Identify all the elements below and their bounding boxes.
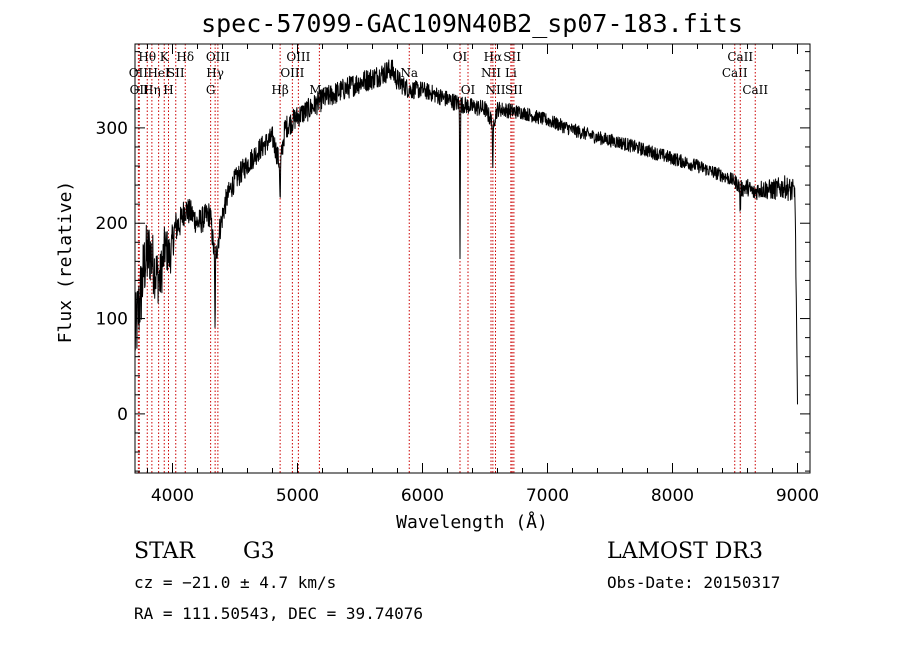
y-tick-label: 200 [96, 214, 128, 234]
spectral-line-label: Hδ [176, 50, 194, 64]
spectral-line-label: OI [453, 50, 468, 64]
flux-line [134, 59, 798, 405]
y-tick-label: 0 [117, 405, 128, 425]
spectral-line-label: CaII [742, 83, 768, 97]
x-tick-label: 4000 [151, 486, 194, 506]
axis-ticks: 4000 5000 6000 7000 8000 9000 0 100 200 300 [96, 44, 819, 506]
spectral-line-label: G [206, 83, 216, 97]
spectral-line-label: OII [129, 66, 149, 80]
spectral-line-label: Hθ [138, 50, 156, 64]
x-tick-label: 7000 [526, 486, 569, 506]
spectral-line-label: SII [505, 83, 523, 97]
spectral-line-label: NII [481, 66, 501, 80]
survey-name: LAMOST DR3 [607, 539, 763, 564]
spectral-line-markers: OIIOIIHθHηHeIKHSIIHδGHγOIIIHβOIIIOIIIMgN… [129, 44, 768, 473]
x-tick-label: 6000 [401, 486, 444, 506]
redshift-cz: cz = −21.0 ± 4.7 km/s [134, 573, 337, 592]
object-class: STAR [134, 539, 195, 564]
spectral-line-label: SII [167, 66, 185, 80]
y-tick-label: 100 [96, 310, 128, 330]
spectral-line-label: OIII [206, 50, 230, 64]
object-subclass: G3 [243, 539, 275, 564]
x-tick-label: 5000 [276, 486, 319, 506]
observation-date: Obs-Date: 20150317 [607, 573, 781, 592]
x-tick-label: 8000 [651, 486, 694, 506]
y-axis-title: Flux (relative) [55, 181, 76, 344]
spectral-line-label: Na [400, 66, 418, 80]
spectral-line-label: NII [486, 83, 506, 97]
spectral-line-label: Hβ [271, 83, 288, 97]
spectral-line-label: Hα [484, 50, 503, 64]
spectral-line-label: Li [505, 66, 517, 80]
spectral-line-label: Hη [143, 83, 161, 97]
chart-title: spec-57099-GAC109N40B2_sp07-183.fits [201, 9, 743, 38]
spectrum-chart: spec-57099-GAC109N40B2_sp07-183.fits OII… [55, 9, 819, 533]
spectral-line-label: CaII [722, 66, 748, 80]
y-tick-label: 300 [96, 119, 128, 139]
spectral-line-label: OI [461, 83, 476, 97]
spectral-line-label: K [160, 50, 170, 64]
spectral-line-label: SII [503, 50, 521, 64]
spectral-line-label: H [163, 83, 173, 97]
spectrum-series [134, 59, 798, 405]
spectral-line-label: OIII [280, 66, 304, 80]
spectral-line-label: Hγ [206, 66, 224, 80]
x-axis-title: Wavelength (Å) [396, 511, 548, 533]
spectral-line-label: CaII [727, 50, 753, 64]
x-tick-label: 9000 [776, 486, 819, 506]
spectral-line-label: OIII [286, 50, 310, 64]
sky-coordinates: RA = 111.50543, DEC = 39.74076 [134, 604, 423, 623]
